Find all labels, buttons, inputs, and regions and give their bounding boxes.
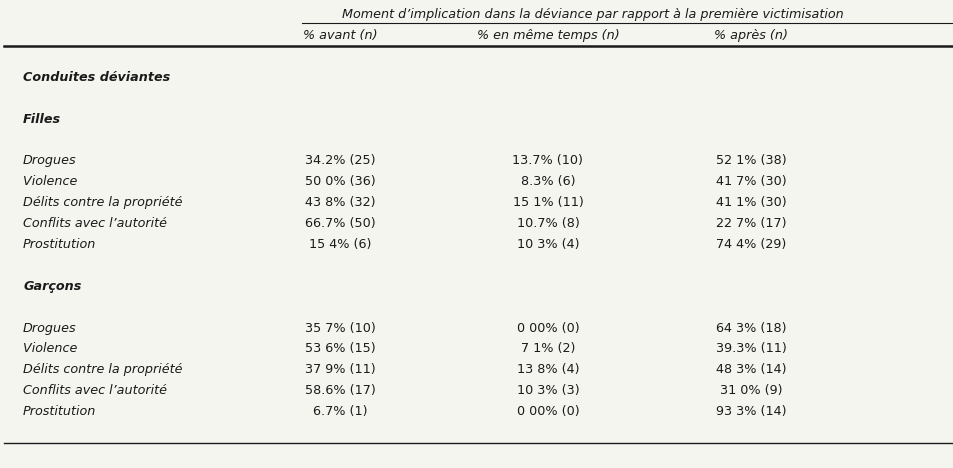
Text: 7 1% (2): 7 1% (2) bbox=[520, 343, 575, 355]
Text: % avant (n): % avant (n) bbox=[302, 29, 376, 42]
Text: Délits contre la propriété: Délits contre la propriété bbox=[23, 363, 182, 376]
Text: 15 4% (6): 15 4% (6) bbox=[309, 238, 371, 251]
Text: Prostitution: Prostitution bbox=[23, 238, 96, 251]
Text: 15 1% (11): 15 1% (11) bbox=[512, 196, 582, 209]
Text: 41 1% (30): 41 1% (30) bbox=[715, 196, 785, 209]
Text: 35 7% (10): 35 7% (10) bbox=[304, 322, 375, 335]
Text: Violence: Violence bbox=[23, 175, 77, 188]
Text: % après (n): % après (n) bbox=[714, 29, 787, 42]
Text: 93 3% (14): 93 3% (14) bbox=[716, 405, 785, 418]
Text: Moment d’implication dans la déviance par rapport à la première victimisation: Moment d’implication dans la déviance pa… bbox=[341, 8, 842, 21]
Text: 37 9% (11): 37 9% (11) bbox=[304, 363, 375, 376]
Text: 10.7% (8): 10.7% (8) bbox=[516, 217, 578, 230]
Text: Drogues: Drogues bbox=[23, 154, 76, 168]
Text: 0 00% (0): 0 00% (0) bbox=[517, 405, 578, 418]
Text: 41 7% (30): 41 7% (30) bbox=[715, 175, 785, 188]
Text: Garçons: Garçons bbox=[23, 280, 81, 293]
Text: 8.3% (6): 8.3% (6) bbox=[520, 175, 575, 188]
Text: Filles: Filles bbox=[23, 113, 61, 125]
Text: % en même temps (n): % en même temps (n) bbox=[476, 29, 618, 42]
Text: 13.7% (10): 13.7% (10) bbox=[512, 154, 582, 168]
Text: Conflits avec l’autorité: Conflits avec l’autorité bbox=[23, 384, 167, 397]
Text: 64 3% (18): 64 3% (18) bbox=[716, 322, 785, 335]
Text: 10 3% (4): 10 3% (4) bbox=[517, 238, 578, 251]
Text: 0 00% (0): 0 00% (0) bbox=[517, 322, 578, 335]
Text: Drogues: Drogues bbox=[23, 322, 76, 335]
Text: 53 6% (15): 53 6% (15) bbox=[304, 343, 375, 355]
Text: Délits contre la propriété: Délits contre la propriété bbox=[23, 196, 182, 209]
Text: Violence: Violence bbox=[23, 343, 77, 355]
Text: 39.3% (11): 39.3% (11) bbox=[715, 343, 786, 355]
Text: 43 8% (32): 43 8% (32) bbox=[304, 196, 375, 209]
Text: 34.2% (25): 34.2% (25) bbox=[304, 154, 375, 168]
Text: Conflits avec l’autorité: Conflits avec l’autorité bbox=[23, 217, 167, 230]
Text: 58.6% (17): 58.6% (17) bbox=[304, 384, 375, 397]
Text: Conduites déviantes: Conduites déviantes bbox=[23, 71, 171, 84]
Text: 31 0% (9): 31 0% (9) bbox=[720, 384, 781, 397]
Text: Prostitution: Prostitution bbox=[23, 405, 96, 418]
Text: 52 1% (38): 52 1% (38) bbox=[715, 154, 785, 168]
Text: 13 8% (4): 13 8% (4) bbox=[517, 363, 578, 376]
Text: 48 3% (14): 48 3% (14) bbox=[716, 363, 785, 376]
Text: 66.7% (50): 66.7% (50) bbox=[304, 217, 375, 230]
Text: 6.7% (1): 6.7% (1) bbox=[313, 405, 367, 418]
Text: 10 3% (3): 10 3% (3) bbox=[517, 384, 578, 397]
Text: 74 4% (29): 74 4% (29) bbox=[716, 238, 785, 251]
Text: 22 7% (17): 22 7% (17) bbox=[716, 217, 785, 230]
Text: 50 0% (36): 50 0% (36) bbox=[304, 175, 375, 188]
